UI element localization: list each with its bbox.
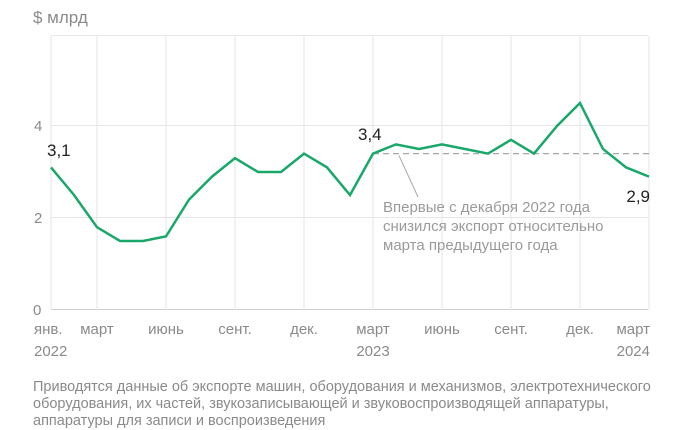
y-axis-unit-label: $ млрд bbox=[33, 8, 88, 27]
annotation-line: снизился экспорт относительно bbox=[383, 218, 604, 235]
x-tick-label: янв. bbox=[34, 321, 63, 338]
x-tick-label: сент. bbox=[494, 321, 528, 338]
data-label: 3,4 bbox=[358, 125, 382, 144]
line-chart: 0 2 4 янв. 2022 март июнь сент. дек. март 2023 июнь… bbox=[33, 35, 650, 360]
annotation-line: марта предыдущего года bbox=[383, 237, 558, 254]
y-tick-label: 4 bbox=[34, 118, 42, 135]
data-label: 2,9 bbox=[626, 187, 650, 206]
x-tick-year: 2024 bbox=[617, 343, 650, 360]
x-tick-label: март bbox=[356, 321, 390, 338]
x-tick-label: сент. bbox=[218, 321, 252, 338]
annotation-leader bbox=[398, 155, 419, 198]
x-tick-label: март bbox=[616, 321, 650, 338]
x-tick-year: 2023 bbox=[356, 343, 389, 360]
x-tick-label: июнь bbox=[424, 321, 460, 338]
y-tick-label: 0 bbox=[33, 302, 41, 319]
x-tick-label: июнь bbox=[148, 321, 184, 338]
footnote: Приводятся данные об экспорте машин, обо… bbox=[33, 379, 651, 429]
x-tick-label: дек. bbox=[566, 321, 594, 338]
data-label: 3,1 bbox=[47, 141, 71, 160]
x-tick-label: март bbox=[80, 321, 114, 338]
y-tick-label: 2 bbox=[34, 210, 42, 227]
x-tick-label: дек. bbox=[290, 321, 318, 338]
annotation-line: Впервые с декабря 2022 года bbox=[383, 199, 591, 216]
x-tick-year: 2022 bbox=[34, 343, 67, 360]
